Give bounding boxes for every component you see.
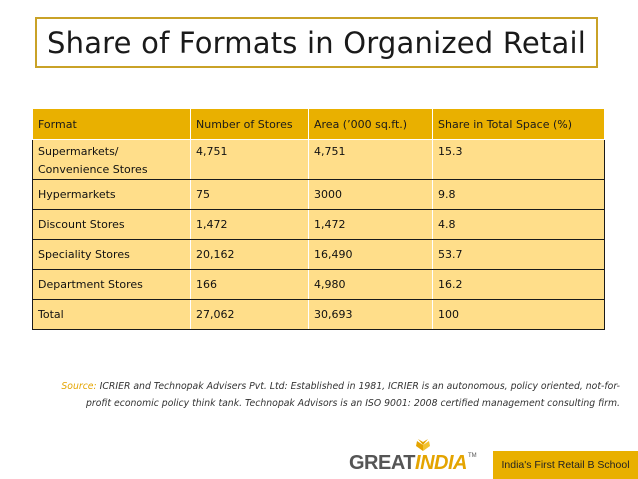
logo-trademark: TM: [467, 453, 477, 459]
table-row: Supermarkets/ Convenience Stores 4,751 4…: [32, 139, 605, 180]
header-area: Area (’000 sq.ft.): [308, 108, 433, 140]
cell-format: Department Stores: [32, 269, 191, 300]
cell-share: 15.3: [432, 139, 605, 180]
table-row: Department Stores 166 4,980 16.2: [32, 269, 605, 300]
cell-stores: 4,751: [190, 139, 309, 180]
cell-area: 16,490: [308, 239, 433, 270]
footer-tagline-bar: India's First Retail B School: [493, 451, 638, 479]
table-row: Speciality Stores 20,162 16,490 53.7: [32, 239, 605, 270]
logo-text-india: INDIA: [415, 451, 467, 474]
cell-area: 4,980: [308, 269, 433, 300]
source-note: Source: ICRIER and Technopak Advisers Pv…: [60, 378, 620, 412]
header-number-of-stores: Number of Stores: [190, 108, 309, 140]
cell-area: 3000: [308, 179, 433, 210]
cell-share: 9.8: [432, 179, 605, 210]
table-row: Hypermarkets 75 3000 9.8: [32, 179, 605, 210]
source-label: Source:: [61, 381, 97, 392]
table-row-total: Total 27,062 30,693 100: [32, 299, 605, 330]
cell-format: Supermarkets/ Convenience Stores: [32, 139, 191, 180]
header-share: Share in Total Space (%): [432, 108, 605, 140]
book-pages-icon: [416, 439, 430, 451]
cell-share: 53.7: [432, 239, 605, 270]
footer-tagline: India's First Retail B School: [501, 459, 630, 471]
title-box: Share of Formats in Organized Retail: [35, 17, 598, 68]
cell-format: Hypermarkets: [32, 179, 191, 210]
cell-stores: 1,472: [190, 209, 309, 240]
cell-share: 16.2: [432, 269, 605, 300]
cell-share: 4.8: [432, 209, 605, 240]
cell-area: 1,472: [308, 209, 433, 240]
cell-area: 30,693: [308, 299, 433, 330]
table-row: Discount Stores 1,472 1,472 4.8: [32, 209, 605, 240]
cell-share: 100: [432, 299, 605, 330]
cell-area: 4,751: [308, 139, 433, 180]
source-text: ICRIER and Technopak Advisers Pvt. Ltd: …: [85, 381, 620, 409]
table-header-row: Format Number of Stores Area (’000 sq.ft…: [32, 108, 605, 140]
cell-stores: 20,162: [190, 239, 309, 270]
cell-format: Total: [32, 299, 191, 330]
slide-title: Share of Formats in Organized Retail: [47, 25, 586, 60]
great-india-logo: GREAT INDIA TM: [349, 439, 477, 476]
header-format: Format: [32, 108, 191, 140]
cell-stores: 166: [190, 269, 309, 300]
retail-formats-table: Format Number of Stores Area (’000 sq.ft…: [32, 108, 605, 330]
cell-stores: 75: [190, 179, 309, 210]
cell-format: Discount Stores: [32, 209, 191, 240]
cell-format: Speciality Stores: [32, 239, 191, 270]
logo-text-great: GREAT: [349, 451, 416, 474]
cell-stores: 27,062: [190, 299, 309, 330]
